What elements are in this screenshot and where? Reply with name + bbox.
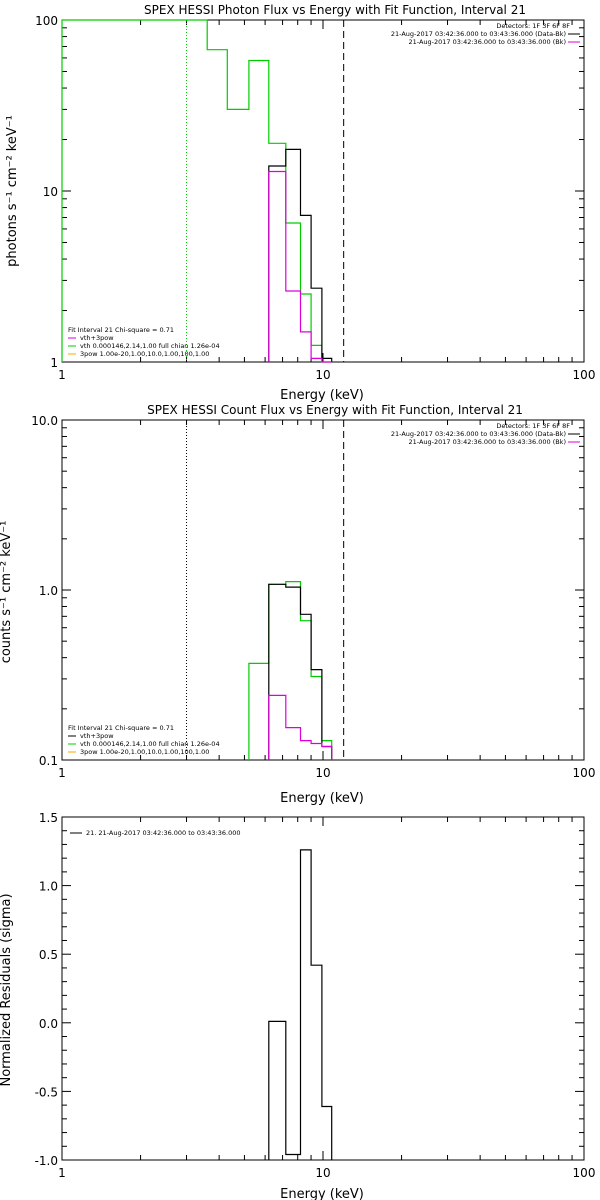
legend-entry: 21. 21-Aug-2017 03:42:36.000 to 03:43:36… [86, 829, 241, 837]
legend-header: Fit Interval 21 Chi-square = 0.71 [68, 724, 174, 732]
legend-entry: 21-Aug-2017 03:42:36.000 to 03:43:36.000… [391, 430, 566, 438]
count-flux-panel: SPEX HESSI Count Flux vs Energy with Fit… [0, 403, 595, 806]
y-tick-label: -1.0 [35, 1154, 58, 1168]
y-tick-label: 10 [43, 185, 58, 199]
y-tick-label: 100 [35, 14, 58, 28]
x-tick-label: 100 [573, 368, 596, 382]
legend-bottom-left: Fit Interval 21 Chi-square = 0.71vth+3po… [68, 724, 220, 756]
x-tick-label: 10 [315, 1166, 330, 1180]
y-tick-label: 0.5 [39, 948, 58, 962]
y-tick-label: -0.5 [35, 1085, 58, 1099]
photon-flux-panel: SPEX HESSI Photon Flux vs Energy with Fi… [5, 3, 595, 403]
legend-entry: 3pow 1.00e-20,1.00,10.0,1.00,100,1.00 [80, 748, 209, 756]
legend-header: Detectors: 1F 3F 6F 8F [496, 22, 570, 30]
plot-area: 1 10 100 -1.0 -0.5 0.0 0.5 1.0 1.5 21. 21-Aug-201… [35, 811, 596, 1180]
legend-entry: 3pow 1.00e-20,1.00,10.0,1.00,100,1.00 [80, 350, 209, 358]
x-axis-label: Energy (keV) [280, 791, 364, 806]
y-tick-label: 0.0 [39, 1017, 58, 1031]
x-tick-label: 100 [573, 766, 596, 780]
plot-frame [61, 419, 585, 761]
residuals-panel: Energy (keV) Normalized Residuals (sigma… [0, 811, 595, 1200]
series-step-line [268, 170, 332, 363]
y-tick-label: 1 [50, 356, 58, 370]
legend-entry: vth 0.000146,2.14,1.00 full chian 1.26e-… [80, 740, 220, 748]
legend-bottom-left: Fit Interval 21 Chi-square = 0.71vth+3po… [68, 326, 220, 358]
series-step-line [61, 19, 332, 363]
y-axis-label: counts s⁻¹ cm⁻² keV⁻¹ [0, 521, 14, 664]
series-step-line [268, 148, 333, 362]
x-tick-label: 1 [58, 1166, 66, 1180]
y-tick-label: 1.5 [39, 811, 58, 825]
legend-entry: vth+3pow [80, 334, 114, 342]
legend-entry: 21-Aug-2017 03:42:36.000 to 03:43:36.000… [409, 438, 566, 446]
x-tick-label: 1 [58, 766, 66, 780]
y-tick-label: 0.1 [39, 754, 58, 768]
series-step-line [268, 849, 333, 1160]
y-tick-label: 1.0 [39, 584, 58, 598]
y-tick-label: 1.0 [39, 880, 58, 894]
plot-frame [61, 816, 585, 1161]
legend-entry: 21-Aug-2017 03:42:36.000 to 03:43:36.000… [409, 38, 566, 46]
legend-header: Detectors: 1F 3F 6F 8F [496, 422, 570, 430]
x-tick-label: 10 [315, 766, 330, 780]
chart-title: SPEX HESSI Photon Flux vs Energy with Fi… [144, 3, 526, 17]
x-tick-label: 100 [573, 1166, 596, 1180]
y-axis-label: photons s⁻¹ cm⁻² keV⁻¹ [5, 115, 20, 267]
legend-entry: 21-Aug-2017 03:42:36.000 to 03:43:36.000… [391, 30, 566, 38]
y-axis-label: Normalized Residuals (sigma) [0, 893, 14, 1086]
x-tick-label: 10 [315, 368, 330, 382]
legend-top-left: 21. 21-Aug-2017 03:42:36.000 to 03:43:36… [70, 829, 241, 837]
legend-entry: vth+3pow [80, 732, 114, 740]
y-tick-label: 10.0 [31, 414, 58, 428]
series-step-line [248, 581, 333, 760]
x-tick-label: 1 [58, 368, 66, 382]
x-axis-label: Energy (keV) [280, 388, 364, 403]
series-step-line [268, 694, 333, 760]
legend-header: Fit Interval 21 Chi-square = 0.71 [68, 326, 174, 334]
plot-frame [61, 19, 585, 363]
chart-title: SPEX HESSI Count Flux vs Energy with Fit… [147, 403, 523, 417]
legend-entry: vth 0.000146,2.14,1.00 full chian 1.26e-… [80, 342, 220, 350]
x-axis-label: Energy (keV) [280, 1187, 364, 1200]
